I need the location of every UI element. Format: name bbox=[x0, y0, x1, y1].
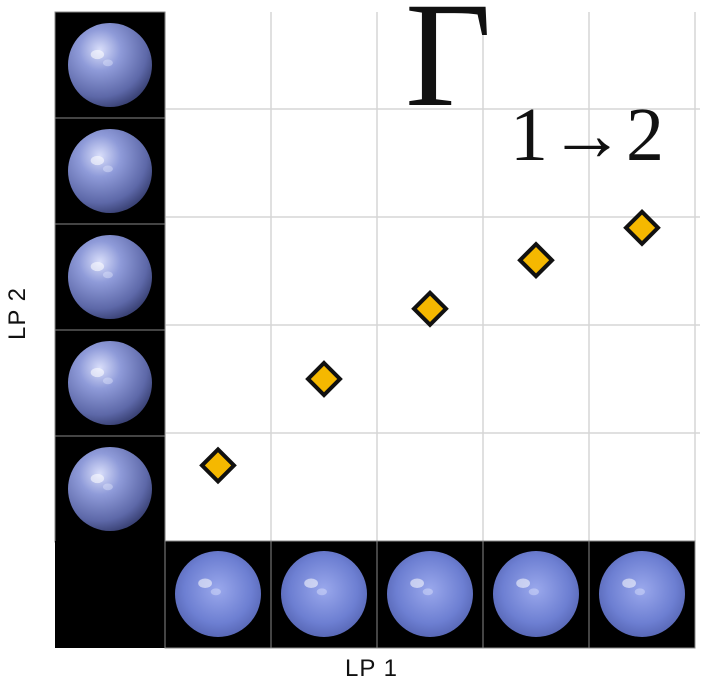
sphere-icon bbox=[493, 551, 579, 637]
y-tick-sphere-image bbox=[68, 341, 152, 425]
sphere-highlight bbox=[622, 578, 636, 588]
sphere-icon bbox=[68, 447, 152, 531]
sphere-highlight bbox=[90, 49, 105, 60]
sphere-icon bbox=[175, 551, 261, 637]
y-axis-label: LP 2 bbox=[4, 287, 31, 340]
sphere-highlight bbox=[316, 588, 328, 596]
data-point-diamond bbox=[517, 241, 555, 280]
sphere-icon bbox=[68, 235, 152, 319]
sphere-highlight bbox=[102, 377, 113, 385]
x-tick-sphere-image bbox=[599, 551, 685, 637]
sphere-highlight bbox=[90, 261, 105, 272]
sphere-highlight bbox=[516, 578, 530, 588]
sphere-highlight bbox=[102, 59, 113, 67]
sphere-highlight bbox=[304, 578, 318, 588]
sphere-icon bbox=[68, 23, 152, 107]
sphere-highlight bbox=[634, 588, 646, 596]
x-tick-sphere-image bbox=[387, 551, 473, 637]
x-axis-label: LP 1 bbox=[345, 655, 398, 682]
x-tick-sphere-image bbox=[493, 551, 579, 637]
sphere-highlight bbox=[102, 483, 113, 491]
sphere-icon bbox=[68, 341, 152, 425]
y-tick-images bbox=[54, 11, 166, 648]
sphere-highlight bbox=[90, 367, 105, 378]
data-point-diamond bbox=[623, 208, 661, 247]
title-symbol: Γ bbox=[405, 0, 492, 138]
title-subscript: 1→2 bbox=[510, 93, 665, 177]
y-tick-sphere-image bbox=[68, 23, 152, 107]
y-tick-sphere-image bbox=[68, 235, 152, 319]
sphere-highlight bbox=[102, 165, 113, 173]
sphere-highlight bbox=[90, 473, 105, 484]
x-tick-sphere-image bbox=[175, 551, 261, 637]
y-tick-sphere-image bbox=[68, 447, 152, 531]
data-point-diamond bbox=[199, 446, 237, 485]
corner-tile bbox=[55, 541, 165, 648]
sphere-icon bbox=[599, 551, 685, 637]
x-tick-sphere-image bbox=[281, 551, 367, 637]
sphere-highlight bbox=[410, 578, 424, 588]
x-tick-images bbox=[164, 540, 696, 649]
sphere-highlight bbox=[528, 588, 540, 596]
data-points bbox=[199, 208, 661, 485]
sphere-highlight bbox=[90, 155, 105, 166]
sphere-icon bbox=[281, 551, 367, 637]
sphere-icon bbox=[68, 129, 152, 213]
chart-title: Γ 1→2 bbox=[405, 0, 705, 190]
grid-lines bbox=[164, 12, 700, 541]
sphere-highlight bbox=[102, 271, 113, 279]
sphere-icon bbox=[387, 551, 473, 637]
sphere-highlight bbox=[198, 578, 212, 588]
sphere-highlight bbox=[422, 588, 434, 596]
data-point-diamond bbox=[411, 289, 449, 328]
y-tick-sphere-image bbox=[68, 129, 152, 213]
data-point-diamond bbox=[305, 360, 343, 398]
sphere-highlight bbox=[210, 588, 222, 596]
